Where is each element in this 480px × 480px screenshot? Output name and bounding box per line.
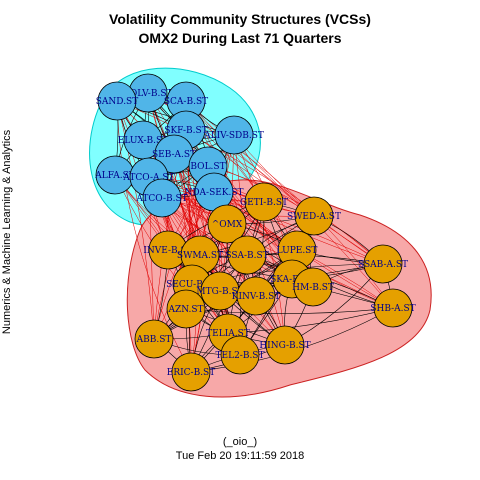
chart-title-line-2: OMX2 During Last 71 Quarters — [138, 30, 342, 46]
node-label: SKA-B.ST — [270, 275, 314, 285]
inter-edge — [116, 100, 384, 265]
node-label: SKF-B.ST — [164, 126, 207, 136]
node-label: SEB-A.ST — [152, 150, 196, 160]
node-label: ALIV-SDB.ST — [203, 131, 264, 141]
node-label: ATCO-A.ST — [122, 173, 174, 183]
graph-node: ERIC-B.ST — [167, 352, 215, 392]
graph-node: KINV-B.ST — [232, 276, 281, 316]
graph-node: ATCO-B.ST — [135, 178, 188, 218]
node-label: SCA-B.ST — [164, 97, 208, 107]
graph-node: AZN.ST — [166, 289, 206, 329]
node-circle — [373, 288, 413, 328]
graph-node: HM-B.ST — [292, 267, 334, 307]
node-label: MTG-B.ST — [196, 287, 243, 297]
footer-signature: (_oio_) — [222, 436, 258, 448]
inter-edge — [185, 100, 315, 217]
graph-node: ^OMX — [207, 204, 247, 244]
inter-edge — [233, 134, 286, 346]
graph-node: ALIV-SDB.ST — [203, 115, 264, 155]
node-circle — [134, 319, 174, 359]
footer-timestamp: Tue Feb 20 19:11:59 2018 — [175, 450, 305, 462]
node-label: VOLV-B.ST — [123, 89, 173, 99]
graph-node: MTG-B.ST — [196, 271, 244, 311]
node-circle — [293, 267, 333, 307]
intra-edge — [185, 307, 394, 314]
node-label: ELUX-B.ST — [118, 136, 168, 146]
node-label: SAND.ST — [96, 97, 138, 107]
node-label: BOL.ST — [190, 162, 225, 172]
node-label: ALFA.ST — [94, 171, 134, 181]
node-label: HM-B.ST — [292, 283, 334, 293]
node-label: NDA-SEK.ST — [184, 188, 243, 198]
node-label: SHB-A.ST — [370, 304, 415, 314]
node-label: SSA-B.ST — [225, 251, 268, 261]
node-label: ERIC-B.ST — [167, 368, 215, 378]
graph-node: SSA-B.ST — [225, 235, 269, 275]
node-circle — [214, 115, 254, 155]
node-circle — [142, 178, 182, 218]
inter-edge — [116, 100, 155, 340]
node-label: AZN.ST — [167, 305, 203, 315]
node-label: GETI-B.ST — [240, 198, 288, 208]
graph-node: INVE-B.ST — [143, 230, 193, 270]
graph-node: SHB-A.ST — [370, 288, 416, 328]
node-circle — [294, 196, 334, 236]
node-circle — [236, 276, 276, 316]
node-label: ABB.ST — [136, 335, 172, 345]
node-label: TEL2-B.ST — [216, 351, 265, 361]
node-circle — [97, 81, 137, 121]
node-circle — [166, 289, 206, 329]
node-circle — [171, 352, 211, 392]
graph-node: GETI-B.ST — [240, 182, 288, 222]
node-circle — [265, 325, 305, 365]
inter-edge — [116, 100, 192, 373]
node-circle — [244, 182, 284, 222]
node-label: TELIA.ST — [206, 329, 250, 339]
node-label: SWED-A.ST — [287, 212, 341, 222]
graph-node: ABB.ST — [134, 319, 174, 359]
graph-node: HING-B.ST — [259, 325, 311, 365]
node-label: SECU-B.ST — [166, 280, 218, 290]
node-label: HING-B.ST — [259, 341, 310, 351]
node-circle — [227, 235, 267, 275]
node-circle — [220, 335, 260, 375]
graph-node: SAND.ST — [96, 81, 138, 121]
node-label: SSAB-A.ST — [358, 260, 408, 270]
node-label: INVE-B.ST — [143, 246, 192, 256]
inter-edge — [185, 100, 298, 251]
node-label: KINV-B.ST — [232, 292, 281, 302]
node-circle — [207, 204, 247, 244]
graph-node: TEL2-B.ST — [216, 335, 265, 375]
chart-title-line-1: Volatility Community Structures (VCSs) — [109, 11, 371, 27]
node-circle — [363, 244, 403, 284]
node-label: ^OMX — [212, 220, 243, 230]
graph-node: SSAB-A.ST — [358, 244, 408, 284]
node-label: LUPE.ST — [277, 246, 318, 256]
graph-node: SWED-A.ST — [287, 196, 341, 236]
node-label: ATCO-B.ST — [135, 194, 187, 204]
node-label: SWMA.ST — [177, 251, 223, 261]
